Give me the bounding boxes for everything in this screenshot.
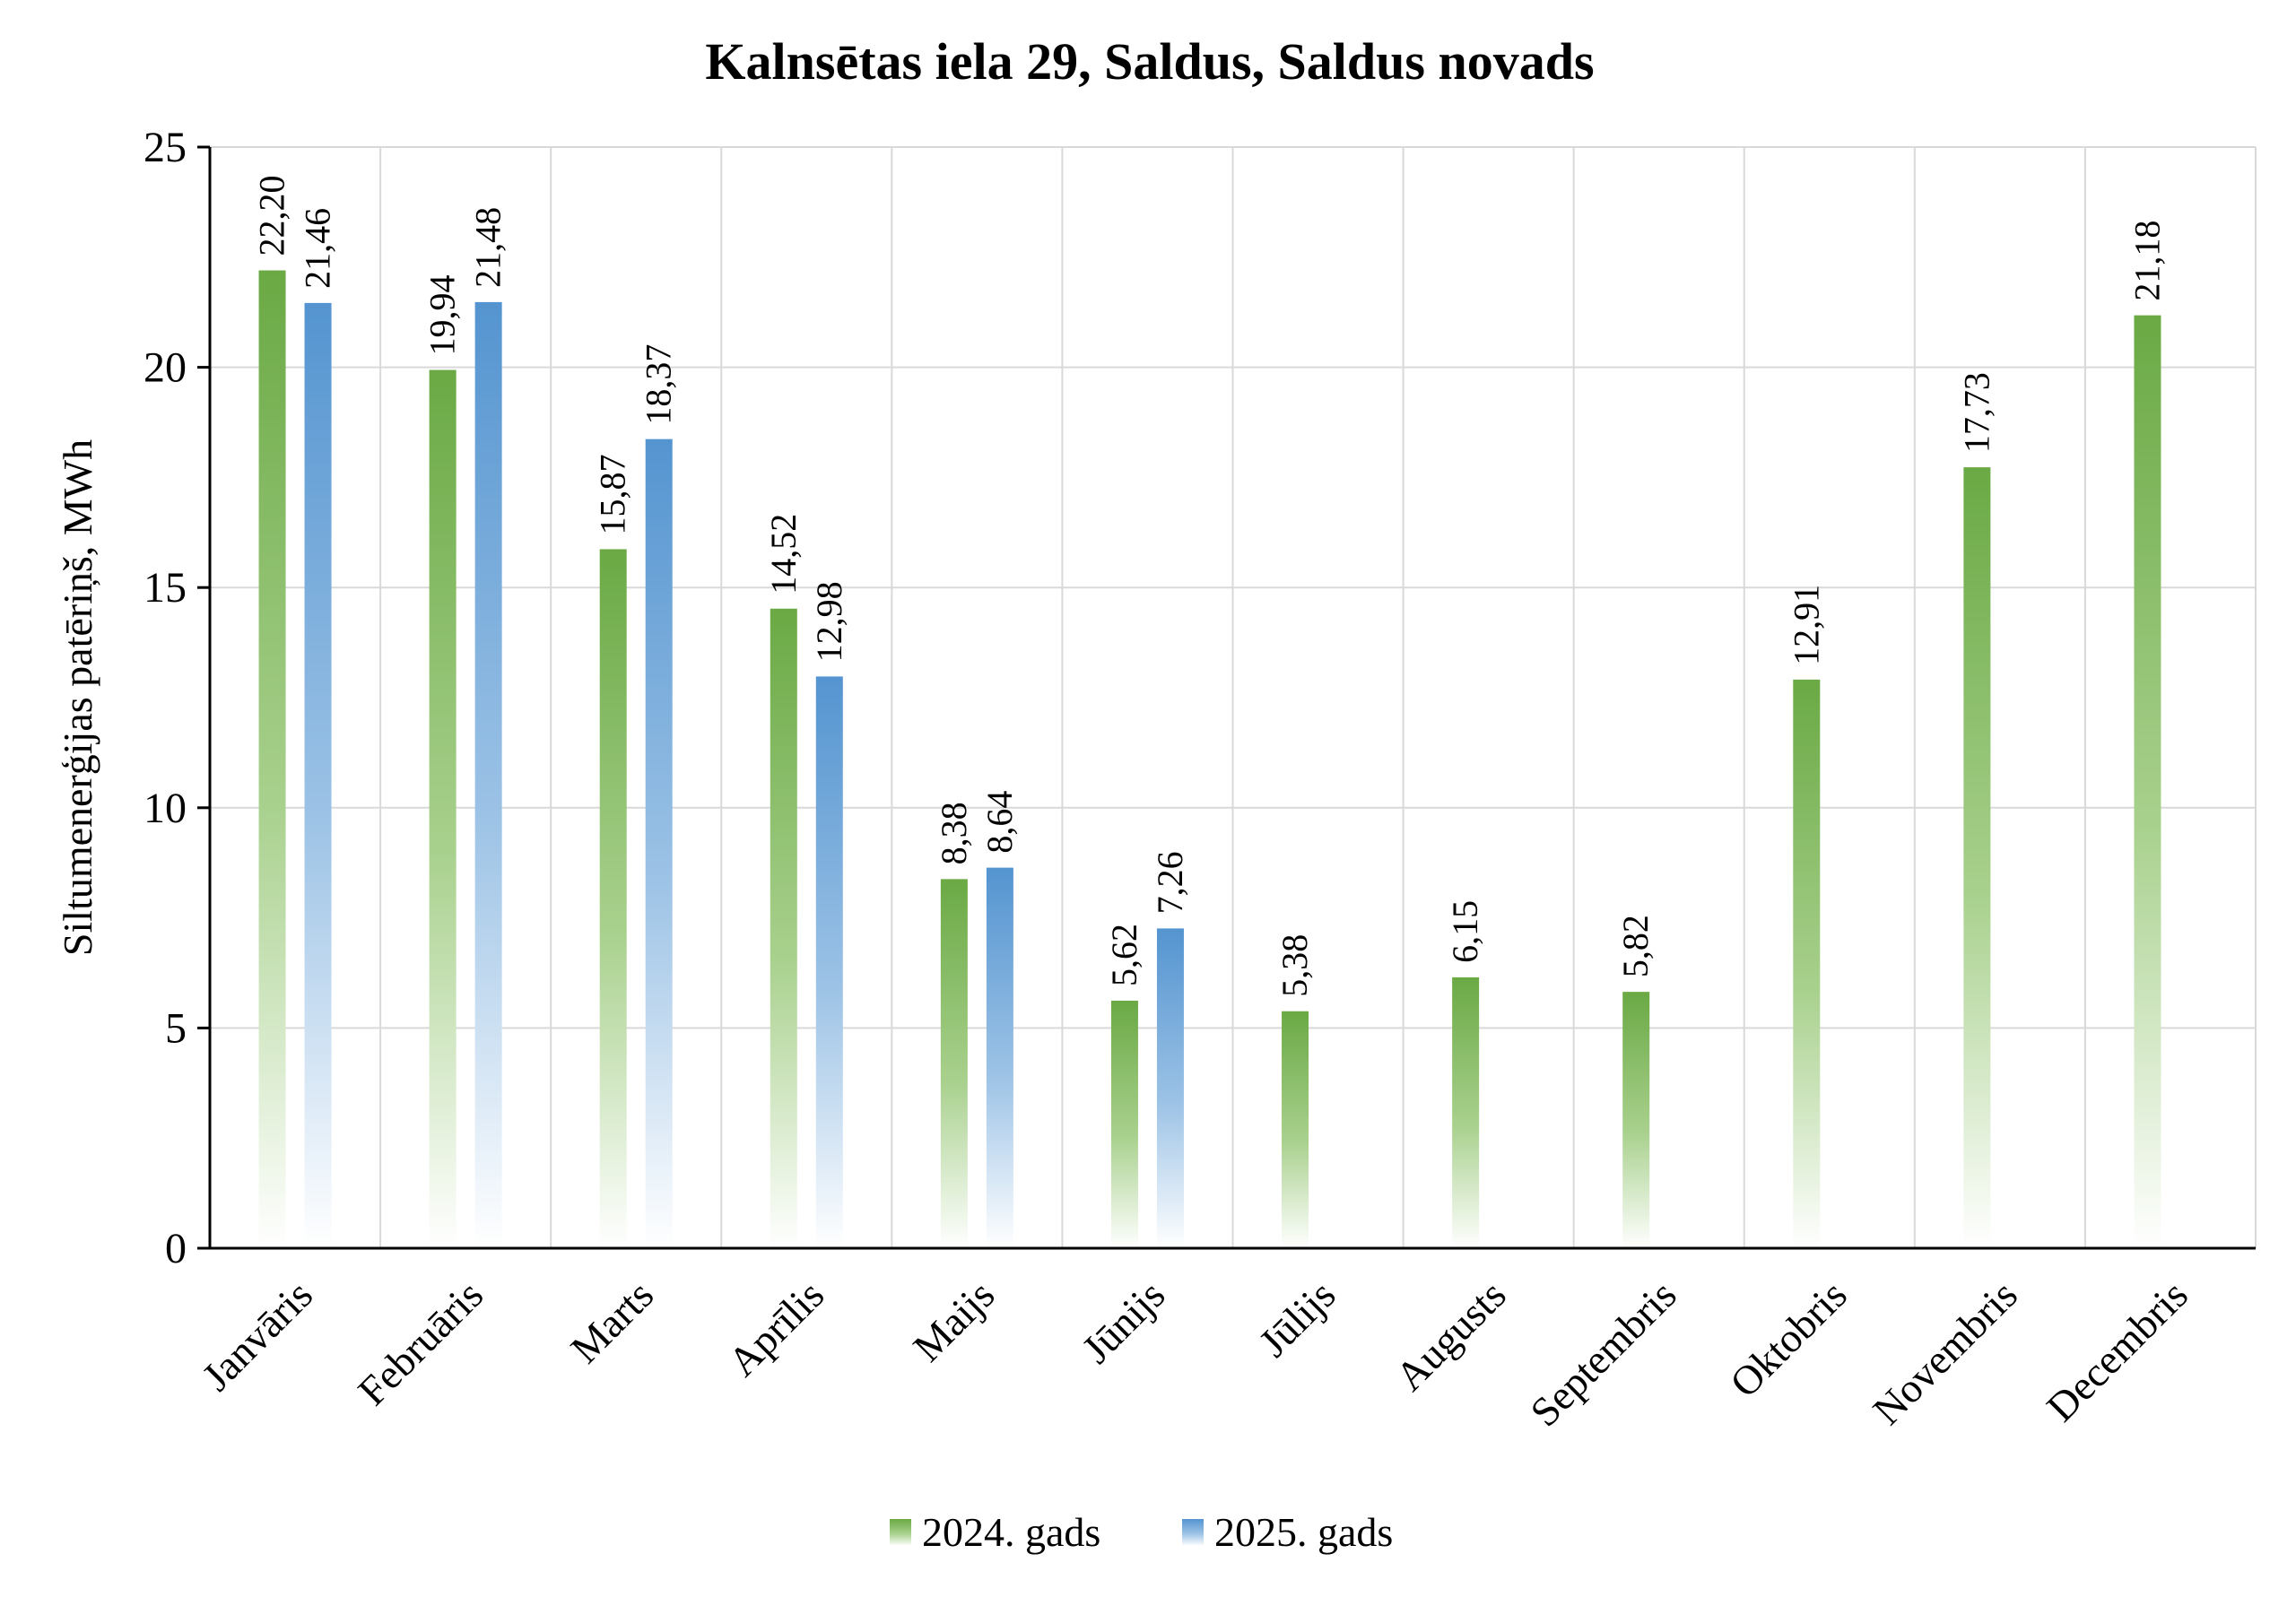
bar — [1963, 467, 1991, 1248]
data-label: 22,20 — [252, 176, 292, 256]
data-labels: 22,20 19,94 15,87 14,52 8,38 5,62 5,38 6,15 5,82… — [252, 176, 2168, 997]
y-tick-label: 10 — [144, 785, 187, 832]
y-tick-label: 0 — [165, 1225, 187, 1272]
bar — [258, 270, 286, 1248]
x-tick-label: Decembris — [2038, 1272, 2196, 1430]
x-axis-categories: Janvāris Februāris Marts Aprīlis Maijs Jūnijs… — [193, 1272, 2196, 1435]
data-label: 19,94 — [422, 275, 463, 356]
bar — [599, 549, 627, 1248]
x-tick-label: Janvāris — [193, 1272, 321, 1400]
bar — [474, 301, 502, 1249]
bar — [2134, 315, 2161, 1248]
bar — [1282, 1011, 1309, 1248]
x-tick-label: Marts — [561, 1272, 662, 1372]
bar — [770, 608, 797, 1248]
data-label: 12,98 — [809, 581, 849, 662]
legend-label: 2024. gads — [922, 1509, 1100, 1555]
data-label: 7,26 — [1150, 851, 1190, 914]
legend-label: 2025. gads — [1214, 1509, 1393, 1555]
x-tick-label: Augusts — [1387, 1272, 1515, 1400]
y-tick-label: 25 — [144, 124, 187, 171]
bar — [1156, 928, 1184, 1248]
x-tick-label: Jūlijs — [1250, 1272, 1344, 1366]
gridlines — [210, 146, 2257, 1248]
data-label: 17,73 — [1956, 372, 1996, 453]
data-label: 6,15 — [1445, 900, 1485, 963]
x-tick-label: Februāris — [349, 1272, 491, 1414]
bar — [645, 438, 673, 1248]
x-tick-label: Novembris — [1864, 1272, 2026, 1434]
data-label: 14,52 — [763, 514, 804, 595]
x-tick-label: Jūnijs — [1074, 1272, 1174, 1372]
legend-swatch — [1182, 1519, 1204, 1546]
y-tick-label: 5 — [165, 1004, 187, 1052]
data-label: 18,37 — [639, 344, 679, 425]
x-tick-label: Oktobris — [1721, 1272, 1856, 1406]
bar — [304, 302, 332, 1249]
data-label: 21,48 — [468, 207, 509, 288]
bar — [429, 369, 457, 1248]
x-tick-label: Septembris — [1521, 1272, 1684, 1435]
legend-swatch — [890, 1519, 911, 1546]
data-label: 21,18 — [2126, 221, 2167, 301]
bar — [1452, 977, 1480, 1248]
y-axis-ticks: 0 5 10 15 20 25 — [144, 124, 210, 1272]
y-tick-label: 20 — [144, 344, 187, 392]
data-label: 21,46 — [298, 208, 338, 289]
bar — [1793, 679, 1821, 1248]
bars — [258, 270, 2161, 1249]
legend: 2024. gads 2025. gads — [890, 1509, 1393, 1555]
x-tick-label: Maijs — [904, 1272, 1003, 1370]
bar — [986, 867, 1013, 1248]
bar — [815, 676, 843, 1248]
x-tick-label: Aprīlis — [719, 1272, 832, 1385]
bar — [1110, 1000, 1138, 1248]
data-label: 5,82 — [1615, 915, 1656, 977]
data-label: 15,87 — [593, 454, 633, 534]
data-label: 8,64 — [979, 791, 1020, 854]
bar — [1622, 992, 1650, 1248]
data-label: 12,91 — [1786, 585, 1826, 665]
data-label: 5,38 — [1274, 934, 1315, 997]
data-label: 5,62 — [1104, 924, 1144, 986]
y-tick-label: 15 — [144, 564, 187, 612]
y-axis-label: Siltumenerģijas patēriņš, MWh — [55, 439, 100, 956]
bar — [940, 879, 968, 1248]
chart-title: Kalnsētas iela 29, Saldus, Saldus novads — [705, 32, 1594, 91]
data-label: 8,38 — [934, 802, 974, 864]
